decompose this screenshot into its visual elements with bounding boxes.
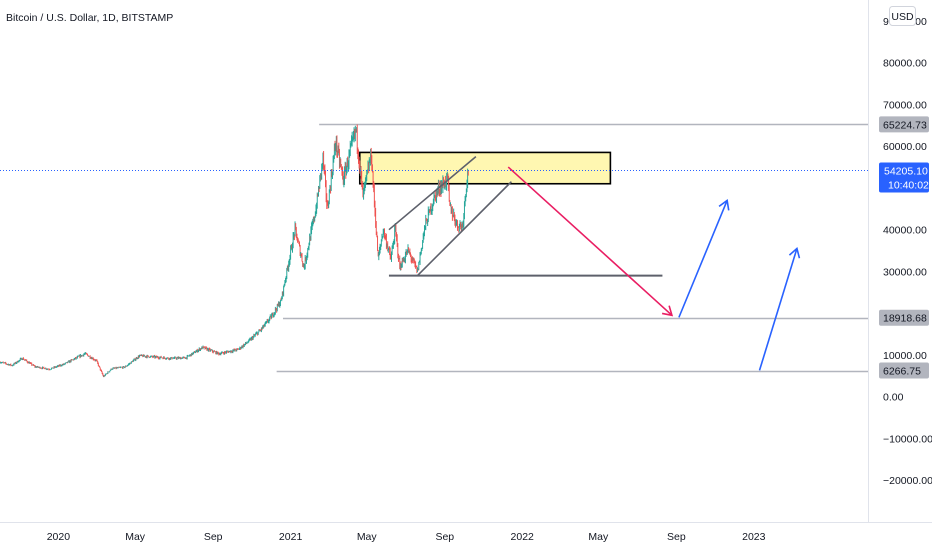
projection-up-arrow-shaft [678, 200, 728, 318]
price-tick-label: 40000.00 [883, 225, 927, 237]
current-price-label: 54205.10 [884, 166, 928, 178]
time-tick-label: 2021 [279, 531, 303, 543]
time-tick-label: Sep [435, 531, 454, 543]
channel-upper-line [388, 155, 477, 231]
price-tick-label: 10000.00 [883, 350, 927, 362]
countdown-label: 10:40:02 [888, 180, 929, 192]
time-tick-label: 2020 [47, 531, 71, 543]
horizontal-levels [276, 123, 868, 373]
level-badge-label: 18918.68 [883, 313, 927, 325]
time-tick-label: 2022 [511, 531, 535, 543]
currency-label[interactable]: USD [891, 11, 914, 23]
resistance-zone [358, 151, 612, 185]
projection-up-arrow-head [718, 199, 730, 211]
price-tick-label: 30000.00 [883, 266, 927, 278]
currency-button[interactable]: USD [889, 6, 916, 26]
level-badge-label: 65224.73 [883, 119, 927, 131]
time-tick-label: Sep [667, 531, 686, 543]
price-tick-label: 70000.00 [883, 99, 927, 111]
time-tick-label: May [357, 531, 378, 543]
price-tick-label: 80000.00 [883, 58, 927, 70]
channel-lower-line [416, 181, 512, 277]
projection-up-arrow-head [788, 247, 801, 259]
time-tick-label: May [588, 531, 609, 543]
time-axis[interactable]: 2020 May Sep 2021 May Sep 2022 May Sep 2023 [47, 531, 766, 543]
level-badge [879, 309, 929, 326]
projection-down-arrow-head [661, 305, 674, 317]
current-price-badge [879, 162, 929, 193]
price-candles [0, 124, 469, 378]
resistance-zone-layer [358, 151, 612, 185]
time-tick-label: Sep [204, 531, 223, 543]
time-tick-label: May [125, 531, 146, 543]
price-axis[interactable]: 90000.0080000.0070000.0060000.0040000.00… [879, 16, 932, 487]
currency-button-frame[interactable] [889, 6, 916, 26]
chart-title: Bitcoin / U.S. Dollar, 1D, BITSTAMP [6, 12, 173, 24]
projection-up-arrow-shaft [758, 248, 798, 371]
price-tick-label: 0.00 [883, 392, 904, 404]
drawings [388, 155, 801, 371]
price-tick-label: −20000.00 [883, 475, 932, 487]
time-tick-label: 2023 [742, 531, 766, 543]
level-badge [879, 362, 929, 379]
projection-down-arrow-shaft [507, 166, 673, 316]
price-tick-label: −10000.00 [883, 433, 932, 445]
level-badge [879, 116, 929, 133]
level-badge-label: 6266.75 [883, 366, 921, 378]
price-tick-label: 60000.00 [883, 141, 927, 153]
